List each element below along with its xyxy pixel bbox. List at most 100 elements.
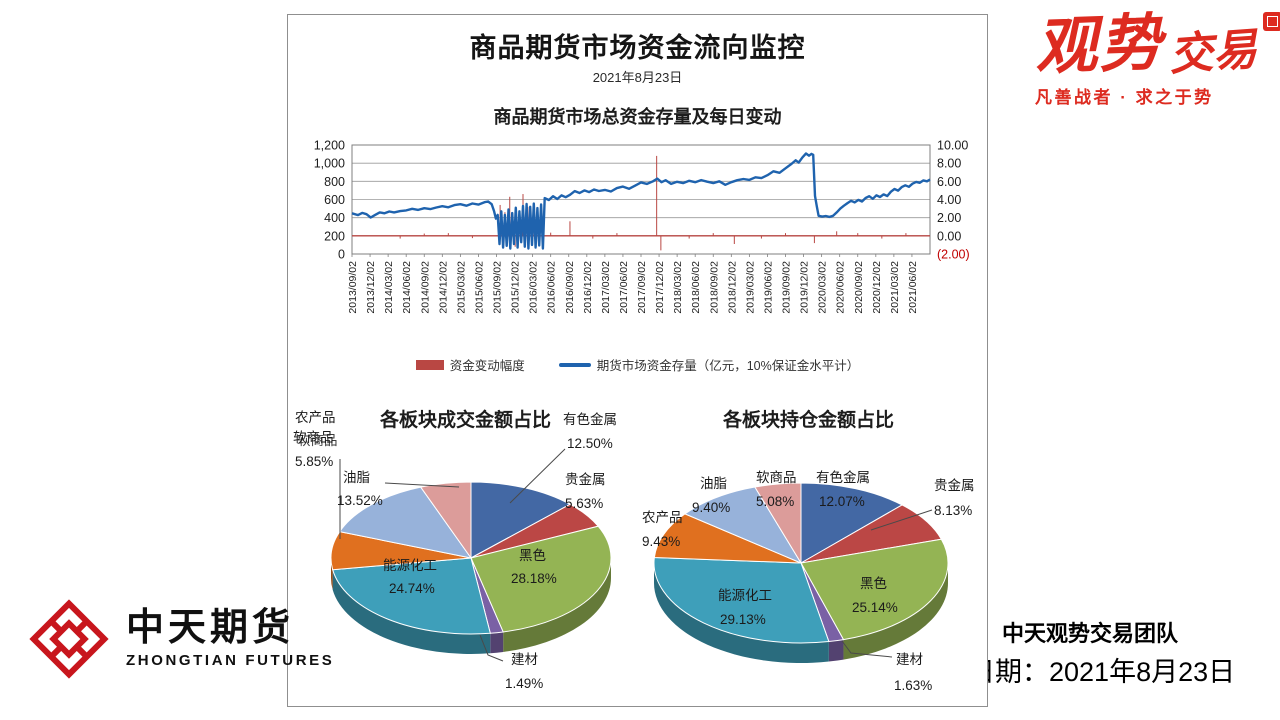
x-tick-label: 2020/06/02	[835, 261, 847, 314]
x-tick-label: 2014/06/02	[401, 261, 413, 314]
x-tick-label: 2016/03/02	[528, 261, 540, 314]
guanshi-brand: 观势 交易 凡善战者 · 求之于势	[1033, 5, 1280, 108]
zhongtian-wordmark: 中天期货 ZHONGTIAN FUTURES	[126, 606, 334, 670]
zhongtian-name-zh: 中天期货	[126, 606, 295, 649]
x-tick-label: 2018/03/02	[672, 261, 684, 314]
pie2-pct-oils: 9.40%	[692, 500, 731, 515]
x-tick-label: 2015/06/02	[473, 261, 485, 314]
pie2-pct-nonferrous: 12.07%	[819, 494, 865, 509]
pie-turnover-share: 各板块成交金额占比 农产品 软商品 软商品 5.85% 油脂 13.52% 能源…	[293, 391, 638, 709]
pie-turnover-chart	[330, 448, 612, 662]
x-tick-label: 2014/09/02	[419, 261, 431, 314]
x-tick-label: 2017/03/02	[600, 261, 612, 314]
pie-position-chart	[653, 482, 949, 663]
x-tick-label: 2018/12/02	[726, 261, 738, 314]
y-left-tick-label: 0	[338, 248, 345, 262]
x-tick-label: 2014/12/02	[437, 261, 449, 314]
y-right-tick-label: 6.00	[937, 175, 961, 189]
pie-position-share: 各板块持仓金额占比 农产品 9.43% 油脂 9.40% 软商品 5.08% 有…	[636, 391, 981, 709]
pie1-label-nonferrous: 有色金属	[563, 412, 617, 427]
pie-slice-wall	[843, 563, 948, 660]
x-tick-label: 2019/06/02	[762, 261, 774, 314]
pie-slice	[338, 486, 473, 559]
pie2-label-soft: 软商品	[756, 470, 797, 485]
x-tick-label: 2015/09/02	[492, 261, 504, 314]
y-left-tick-label: 400	[324, 211, 345, 225]
y-right-tick-label: 8.00	[937, 157, 961, 171]
guanshi-logo-sub: 交易	[1167, 23, 1259, 81]
legend-label-change: 资金变动幅度	[449, 359, 525, 373]
pie1-label-ferrous: 黑色	[519, 548, 546, 563]
guanshi-tagline: 凡善战者 · 求之于势	[1035, 87, 1214, 107]
y-left-tick-label: 600	[324, 193, 345, 207]
guanshi-logo: 观势 交易	[1033, 5, 1280, 84]
legend-label-stock: 期货市场资金存量（亿元，10%保证金水平计）	[596, 359, 860, 373]
pie-slice	[653, 513, 802, 564]
x-tick-label: 2019/12/02	[799, 261, 811, 314]
x-tick-label: 2018/06/02	[690, 261, 702, 314]
seal-icon	[1263, 12, 1280, 31]
label-leader-line	[841, 640, 893, 658]
y-left-tick-label: 1,000	[314, 157, 345, 171]
pie1-label-agri: 农产品	[295, 410, 336, 425]
pie-slice-wall	[503, 558, 611, 652]
y-right-tick-label: 4.00	[937, 193, 961, 207]
x-tick-label: 2018/09/02	[708, 261, 720, 314]
pie2-pct-agri: 9.43%	[642, 534, 681, 549]
x-tick-label: 2019/03/02	[744, 261, 756, 314]
pie2-label-nonferrous: 有色金属	[816, 470, 870, 485]
label-leader-line	[384, 482, 460, 488]
zhongtian-logo: 中天期货 ZHONGTIAN FUTURES	[26, 596, 334, 682]
pie-slice	[470, 481, 572, 559]
label-leader-line	[509, 448, 566, 504]
pie-slice	[754, 482, 802, 565]
report-date: 2021年8月23日	[592, 70, 683, 85]
funds-stock-line	[351, 152, 931, 250]
x-tick-label: 2017/12/02	[654, 261, 666, 314]
x-tick-label: 2015/12/02	[510, 261, 522, 314]
x-tick-label: 2016/12/02	[582, 261, 594, 314]
pie2-pct-soft: 5.08%	[756, 494, 795, 509]
pie2-pct-precious: 8.13%	[934, 503, 973, 518]
y-left-tick-label: 200	[324, 229, 345, 243]
x-tick-label: 2017/09/02	[636, 261, 648, 314]
pie2-label-ferrous: 黑色	[860, 576, 887, 591]
pie1-label-energy: 能源化工	[383, 558, 437, 573]
pie-slice	[470, 525, 612, 633]
legend-item-stock: 期货市场资金存量（亿元，10%保证金水平计）	[558, 355, 860, 374]
legend-item-change: 资金变动幅度	[415, 355, 525, 374]
y-right-tick-label: (2.00)	[937, 248, 970, 262]
x-tick-label: 2016/06/02	[546, 261, 558, 314]
x-tick-label: 2020/03/02	[817, 261, 829, 314]
pie1-label-soft-overlap: 软商品	[297, 433, 338, 448]
pie1-label-oils: 油脂	[343, 470, 370, 485]
x-tick-label: 2021/06/02	[907, 261, 919, 314]
funds-line-chart: 0 200 400 600 800 1,000 1,200 10.00 8.00 6.00 4.00…	[314, 139, 970, 314]
pie1-pct-ferrous: 28.18%	[511, 571, 557, 586]
x-tick-label: 2013/12/02	[365, 261, 377, 314]
pie1-pct-nonferrous: 12.50%	[567, 436, 613, 451]
x-tick-label: 2015/03/02	[455, 261, 467, 314]
pie1-pct-building: 1.49%	[505, 676, 544, 691]
pie1-pct-oils: 13.52%	[337, 493, 383, 508]
pie2-label-energy: 能源化工	[718, 588, 772, 603]
pie1-label-building: 建材	[511, 652, 538, 667]
label-leader-line	[870, 509, 933, 531]
pie-slice	[683, 486, 803, 565]
x-tick-label: 2017/06/02	[618, 261, 630, 314]
footer-date: 日期：2021年8月23日	[968, 657, 1236, 687]
pie-slice	[653, 556, 830, 644]
x-tick-label: 2021/03/02	[889, 261, 901, 314]
pie1-pct-precious: 5.63%	[565, 496, 604, 511]
pie1-pct-soft: 5.85%	[295, 454, 334, 469]
y-left-tick-label: 1,200	[314, 139, 345, 153]
guanshi-logo-main: 观势	[1033, 5, 1165, 84]
x-tick-label: 2020/12/02	[871, 261, 883, 314]
pie-slice	[800, 482, 904, 564]
team-name: 中天观势交易团队	[1002, 621, 1179, 646]
pie-slice-wall	[332, 569, 491, 654]
page-title: 商品期货市场资金流向监控	[469, 33, 806, 63]
x-tick-label: 2013/09/02	[347, 261, 359, 314]
pie1-pct-energy: 24.74%	[389, 581, 435, 596]
y-right-tick-label: 10.00	[937, 139, 968, 153]
